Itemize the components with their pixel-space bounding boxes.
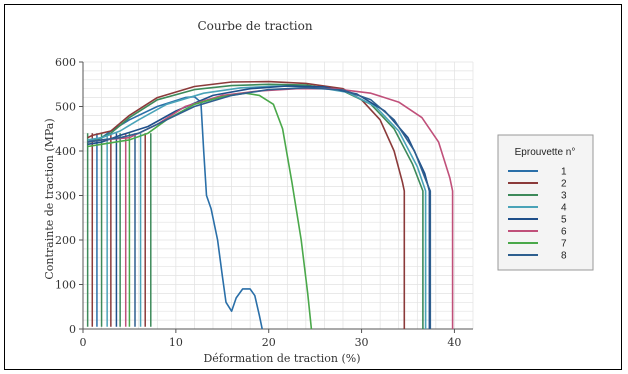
series-lines	[87, 80, 454, 330]
plot-grid	[82, 61, 474, 330]
legend-label-3: 3	[561, 191, 567, 202]
y-tick-label: 600	[55, 56, 76, 69]
x-tick-label: 0	[80, 336, 87, 349]
chart-title: Courbe de traction	[197, 19, 312, 33]
unloading-lines	[86, 133, 152, 327]
tensile-chart: Courbe de traction Contrainte de tractio…	[43, 19, 594, 365]
x-tick-label: 40	[447, 336, 461, 349]
x-tick-label: 10	[169, 336, 183, 349]
y-tick-label: 400	[55, 145, 76, 158]
legend-box	[497, 134, 594, 271]
series-8-line	[87, 87, 432, 329]
legend-label-1: 1	[561, 167, 567, 178]
series-4-line	[87, 85, 427, 329]
y-tick-label: 500	[55, 101, 76, 114]
legend-label-8: 8	[561, 251, 567, 262]
y-axis-label: Contrainte de traction (MPa)	[43, 118, 56, 279]
x-tick-label: 30	[355, 336, 369, 349]
legend-title: Eprouvette n°	[515, 147, 576, 158]
legend-label-5: 5	[561, 215, 567, 226]
legend-label-7: 7	[561, 239, 567, 250]
series-2-line	[87, 80, 406, 329]
chart-frame: Courbe de traction Contrainte de tractio…	[4, 4, 622, 370]
y-tick-label: 0	[69, 323, 76, 336]
x-tick-label: 20	[262, 336, 276, 349]
legend-label-4: 4	[561, 203, 567, 214]
series-3-line	[89, 83, 424, 329]
y-tick-label: 100	[55, 279, 76, 292]
x-axis-label: Déformation de traction (%)	[203, 352, 360, 365]
y-tick-label: 300	[55, 190, 76, 203]
legend-label-2: 2	[561, 179, 567, 190]
y-tick-label: 200	[55, 234, 76, 247]
legend-label-6: 6	[561, 227, 567, 238]
